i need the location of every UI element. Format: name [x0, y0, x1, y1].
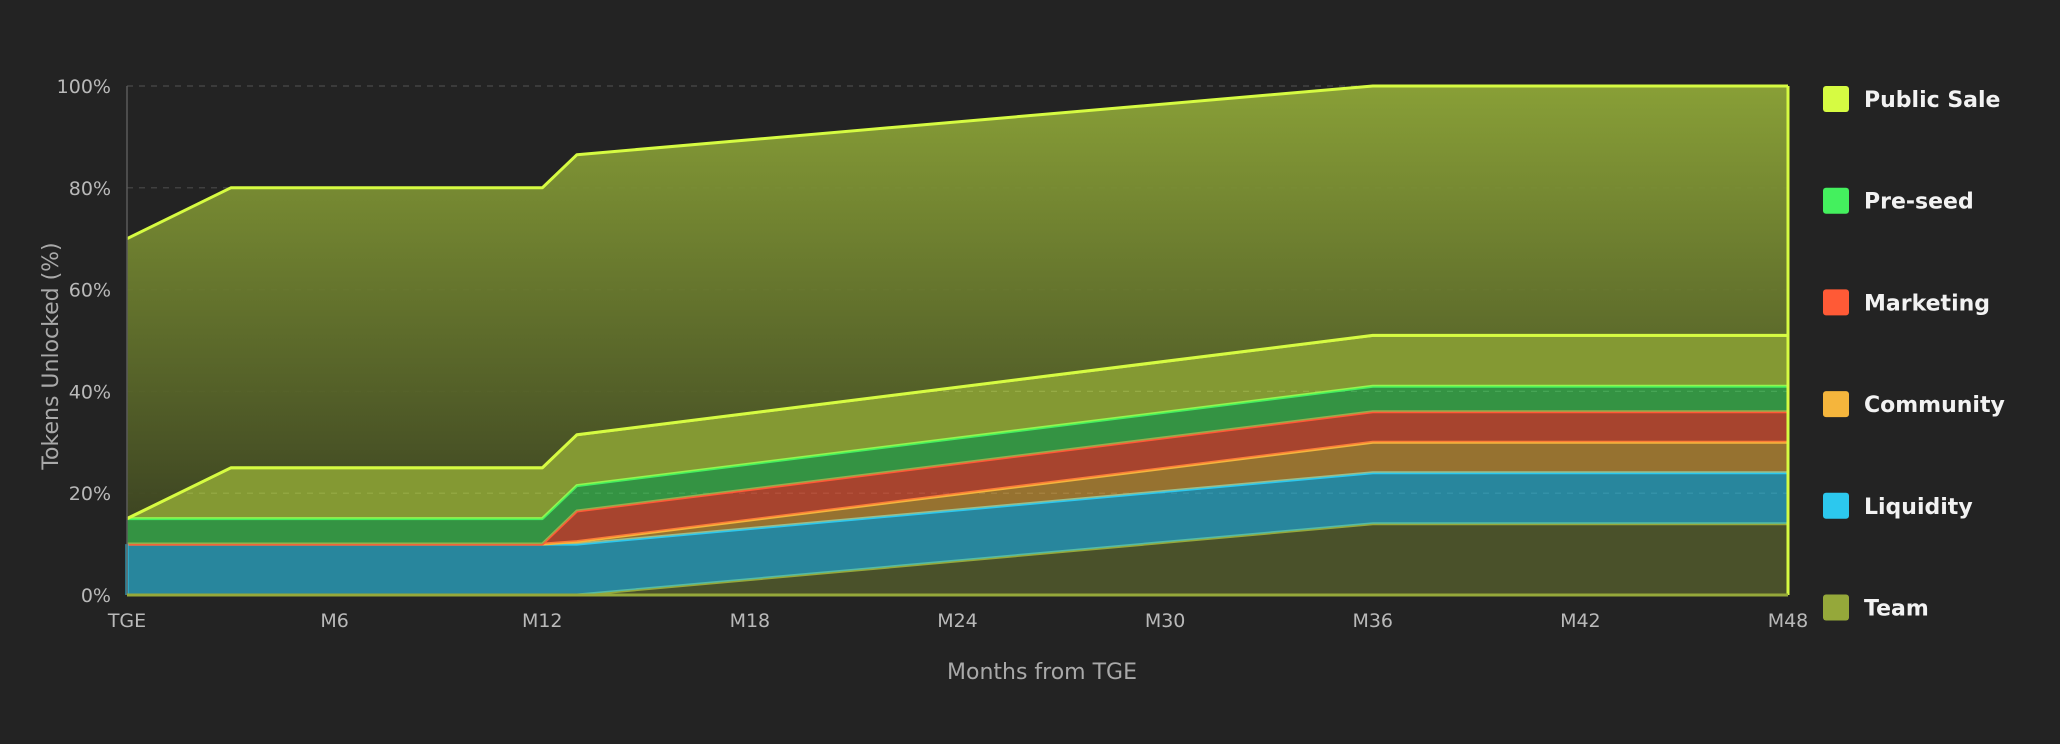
- area-team-upper: [127, 86, 1788, 519]
- legend: Public Sale Pre-seed Marketing Community Liq…: [1823, 86, 2005, 622]
- area-marketing: [127, 411, 1788, 545]
- y-tick-label: 20%: [69, 483, 111, 505]
- x-tick-label: M48: [1768, 610, 1809, 632]
- legend-item: Pre-seed: [1823, 187, 1974, 215]
- legend-label: Pre-seed: [1864, 190, 1974, 215]
- x-tick-label: M18: [730, 610, 771, 632]
- legend-swatch: [1823, 391, 1849, 418]
- legend-swatch: [1823, 492, 1849, 519]
- x-tick-label: M42: [1560, 610, 1601, 632]
- legend-swatch: [1823, 289, 1849, 316]
- legend-item: Liquidity: [1823, 492, 1973, 520]
- tick-labels: TGE M6 M12 M18 M24 M30 M36 M42 M48 0% 20% 40% 60% 80%…: [57, 76, 1809, 632]
- legend-item: Community: [1823, 391, 2005, 418]
- axes: [126, 86, 1788, 597]
- x-tick-label: M6: [320, 610, 348, 632]
- legend-label: Marketing: [1864, 291, 1990, 316]
- legend-swatch: [1823, 187, 1849, 214]
- x-tick-label: M12: [522, 610, 563, 632]
- area-pre-seed: [127, 386, 1788, 545]
- legend-label: Liquidity: [1864, 495, 1973, 520]
- areas: [125, 84, 1790, 597]
- legend-label: Team: [1864, 597, 1929, 622]
- line-public-sale-top: [126, 333, 1788, 520]
- legend-item: Marketing: [1823, 289, 1990, 316]
- y-tick-label: 40%: [69, 381, 111, 403]
- legend-swatch: [1823, 86, 1849, 112]
- x-axis-title: Months from TGE: [947, 660, 1137, 685]
- y-axis-title: Tokens Unlocked (%): [39, 242, 64, 470]
- area-public-sale: [127, 335, 1788, 519]
- y-tick-label: 60%: [69, 280, 111, 302]
- x-tick-label: M24: [937, 610, 978, 632]
- area-liquidity: [127, 472, 1788, 595]
- legend-item: Public Sale: [1823, 86, 2000, 113]
- x-tick-label: TGE: [107, 610, 146, 632]
- x-tick-label: M36: [1352, 610, 1393, 632]
- legend-label: Public Sale: [1864, 88, 2000, 113]
- line-total-unlocked: [126, 84, 1788, 241]
- y-tick-label: 0%: [81, 585, 111, 607]
- legend-label: Community: [1864, 393, 2005, 418]
- area-community: [127, 442, 1788, 545]
- area-team: [127, 523, 1788, 595]
- y-tick-label: 80%: [69, 178, 111, 200]
- x-tick-label: M30: [1145, 610, 1186, 632]
- y-tick-label: 100%: [57, 76, 111, 98]
- legend-swatch: [1823, 594, 1849, 621]
- legend-item: Team: [1823, 594, 1929, 622]
